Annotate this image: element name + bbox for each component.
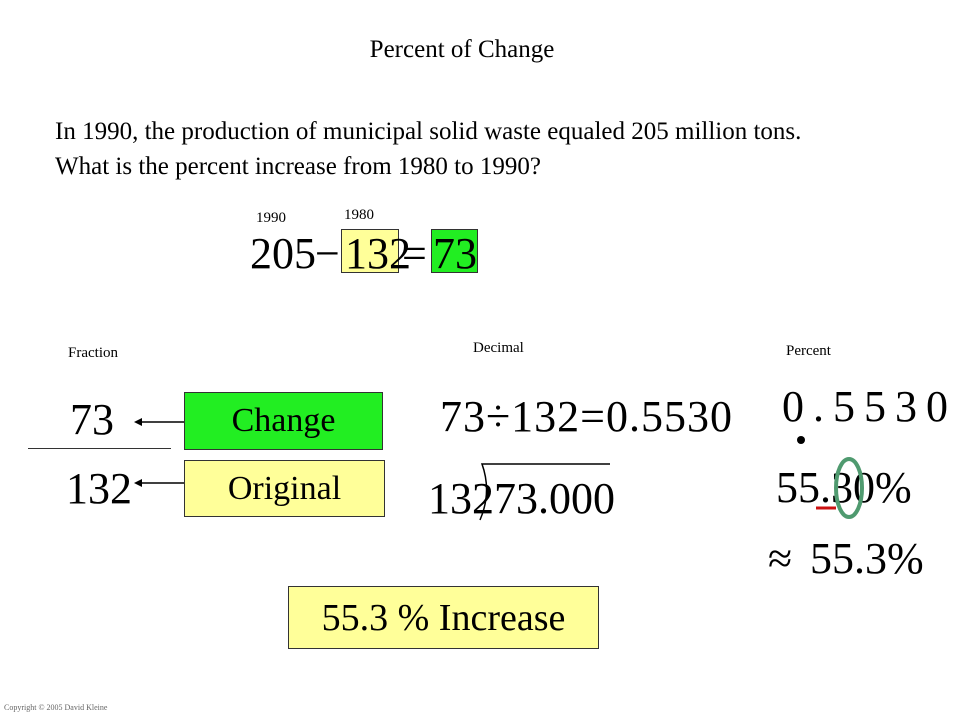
arrow-to-denominator-icon	[134, 479, 184, 487]
highlight-1980	[341, 229, 399, 273]
minus-sign: −	[315, 229, 340, 278]
label-1980: 1980	[344, 207, 374, 223]
percent-value: 55.30%	[776, 463, 912, 512]
rounding-digit-circle-icon	[834, 457, 864, 519]
division-equation: 73÷132=0.5530	[440, 392, 733, 441]
value-1980: 132	[345, 229, 411, 278]
approx-symbol: ≈	[768, 534, 793, 583]
value-1990: 205	[250, 229, 316, 278]
fraction-header: Fraction	[68, 345, 118, 361]
difference-value: 73	[433, 229, 477, 278]
original-label-box: Original	[184, 460, 385, 517]
problem-statement: In 1990, the production of municipal sol…	[55, 118, 802, 180]
arrow-to-numerator-icon	[134, 418, 184, 426]
decimal-digits: 0.5530	[782, 382, 957, 431]
change-label-box: Change	[184, 392, 383, 450]
rounded-percent: 55.3%	[810, 534, 924, 583]
copyright: Copyright © 2005 David Kleine	[4, 703, 108, 712]
long-division-dividend: 73.000	[494, 474, 615, 523]
slide-title: Percent of Change	[369, 36, 555, 63]
fraction-denominator: 132	[66, 464, 132, 513]
fraction-bar	[28, 448, 171, 449]
decimal-header: Decimal	[473, 340, 524, 356]
arrows	[134, 418, 184, 487]
long-division-bracket-icon	[479, 463, 610, 521]
equals-sign: =	[402, 229, 427, 278]
fraction-numerator: 73	[70, 395, 114, 444]
percent-annotations	[816, 457, 864, 519]
moved-decimal-point-icon	[797, 436, 805, 444]
label-1990: 1990	[256, 210, 286, 226]
percent-header: Percent	[786, 343, 831, 359]
result-box: 55.3 % Increase	[288, 586, 599, 649]
highlight-difference	[431, 229, 478, 273]
